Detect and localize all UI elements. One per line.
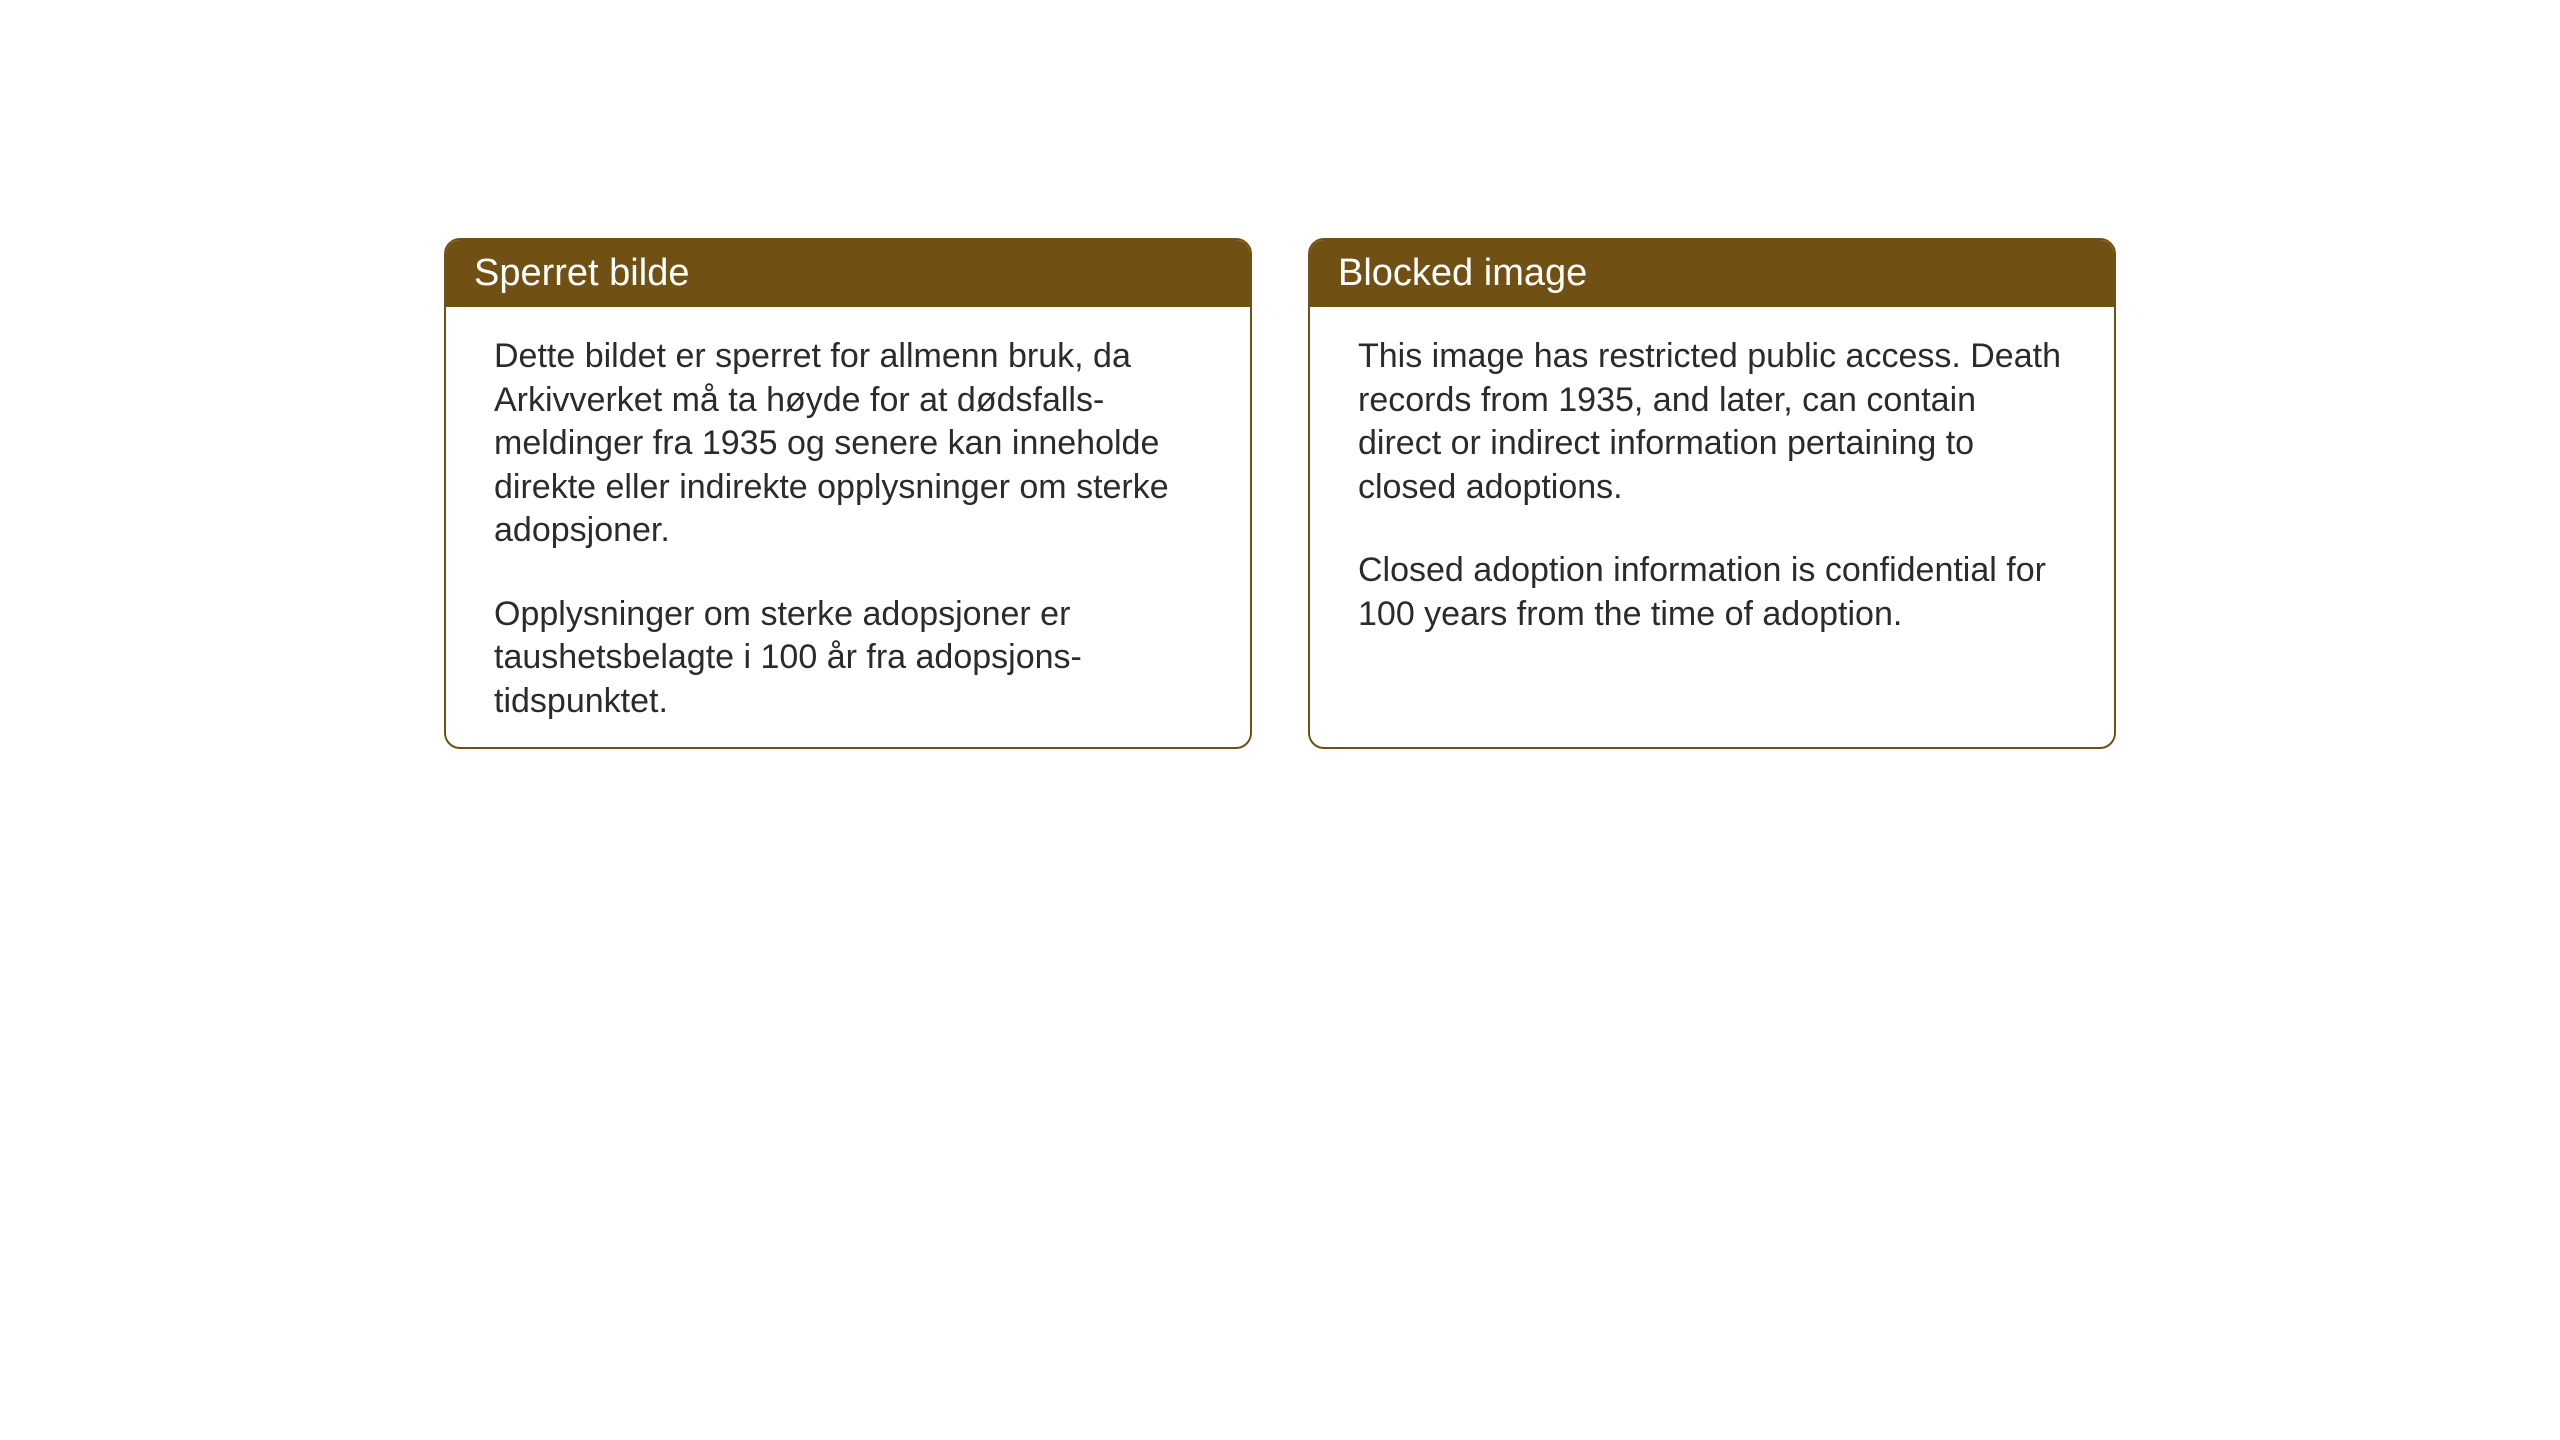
- norwegian-paragraph-1: Dette bildet er sperret for allmenn bruk…: [494, 335, 1202, 553]
- english-paragraph-1: This image has restricted public access.…: [1358, 335, 2066, 509]
- english-notice-card: Blocked image This image has restricted …: [1308, 238, 2116, 749]
- english-paragraph-2: Closed adoption information is confident…: [1358, 549, 2066, 636]
- norwegian-paragraph-2: Opplysninger om sterke adopsjoner er tau…: [494, 593, 1202, 724]
- norwegian-card-body: Dette bildet er sperret for allmenn bruk…: [446, 307, 1250, 749]
- english-card-title: Blocked image: [1310, 240, 2114, 307]
- norwegian-card-title: Sperret bilde: [446, 240, 1250, 307]
- english-card-body: This image has restricted public access.…: [1310, 307, 2114, 672]
- norwegian-notice-card: Sperret bilde Dette bildet er sperret fo…: [444, 238, 1252, 749]
- cards-container: Sperret bilde Dette bildet er sperret fo…: [444, 238, 2116, 749]
